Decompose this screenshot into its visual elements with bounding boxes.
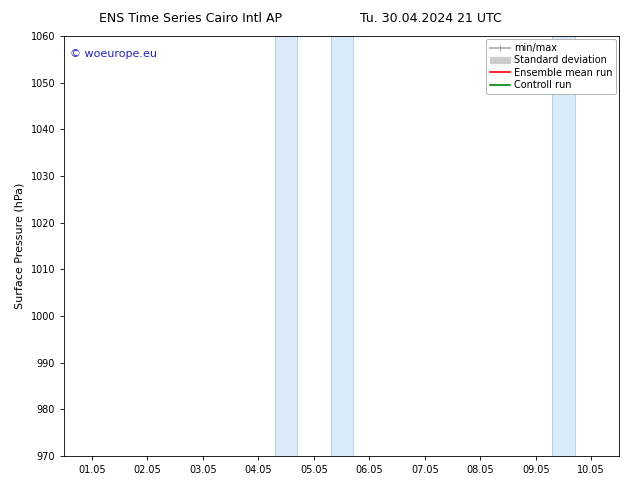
Bar (275, 36, 297, 456)
Text: Tu. 30.04.2024 21 UTC: Tu. 30.04.2024 21 UTC (360, 12, 502, 25)
Y-axis label: Surface Pressure (hPa): Surface Pressure (hPa) (15, 183, 25, 309)
Bar (552, 36, 574, 456)
Text: ENS Time Series Cairo Intl AP: ENS Time Series Cairo Intl AP (99, 12, 281, 25)
Legend: min/max, Standard deviation, Ensemble mean run, Controll run: min/max, Standard deviation, Ensemble me… (486, 39, 616, 94)
Bar (330, 36, 353, 456)
Text: © woeurope.eu: © woeurope.eu (70, 49, 157, 59)
